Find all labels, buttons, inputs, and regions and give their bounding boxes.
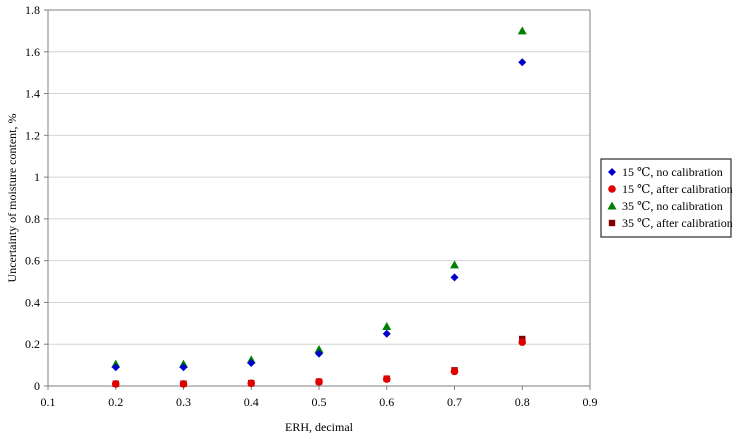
data-point-series-1 [450,273,459,282]
y-tick-label: 0.4 [25,295,40,309]
data-point-series-3 [450,260,459,269]
y-tick-label: 1.2 [25,128,40,142]
x-tick-label: 0.6 [379,395,394,409]
data-point-series-1 [111,363,120,372]
x-tick-label: 0.4 [244,395,259,409]
x-tick-label: 0.7 [447,395,462,409]
data-point-series-1 [179,363,188,372]
y-tick-label: 0 [34,379,40,393]
y-tick-label: 0.6 [25,254,40,268]
legend-marker [608,219,616,227]
axes: 0 0.2 0.4 0.6 0.8 1 1.2 1.4 1.6 1.8 0.1 0.2 0.3 0.4 0.… [25,3,598,409]
data-point-series-2 [382,375,391,383]
x-axis-title: ERH, decimal [285,420,354,434]
data-point-series-2 [450,367,459,376]
legend: 15 ℃, no calibration 15 ℃, after calibrat… [600,158,733,238]
legend-label: 35 ℃, after calibration [622,216,733,230]
data-points [111,26,527,388]
data-point-series-1 [315,349,323,358]
legend-box [600,158,732,238]
x-tick-label: 0.5 [312,395,327,409]
data-point-series-3 [382,321,392,330]
data-point-series-2 [111,380,120,388]
data-point-series-2 [518,338,527,346]
y-tick-label: 1.8 [25,3,40,17]
plot-area [47,9,591,387]
data-point-series-2 [247,379,256,388]
legend-marker [608,168,616,176]
data-point-series-3 [314,344,324,353]
gridlines [48,9,590,345]
data-point-series-1 [382,329,391,338]
legend-label: 15 ℃, after calibration [622,182,733,196]
x-tick-label: 0.8 [515,395,530,409]
data-point-series-1 [247,359,256,368]
x-tick-label: 0.9 [583,395,598,409]
legend-label: 15 ℃, no calibration [622,165,723,179]
y-tick-label: 1 [34,170,40,184]
data-point-series-3 [517,26,527,35]
legend-label: 35 ℃, no calibration [622,199,723,213]
legend-marker [607,201,617,210]
x-tick-label: 0.3 [176,395,191,409]
y-tick-label: 1.6 [25,45,40,59]
legend-marker [608,185,616,193]
x-tick-label: 0.1 [41,395,56,409]
y-axis-title: Uncertainty of moisture content, % [5,114,19,283]
y-tick-label: 1.4 [25,87,40,101]
y-tick-label: 0.2 [25,337,40,351]
data-point-series-2 [179,380,188,388]
data-point-series-2 [315,378,323,386]
y-tick-label: 0.8 [25,212,40,226]
x-tick-label: 0.2 [108,395,123,409]
data-point-series-1 [518,58,527,67]
